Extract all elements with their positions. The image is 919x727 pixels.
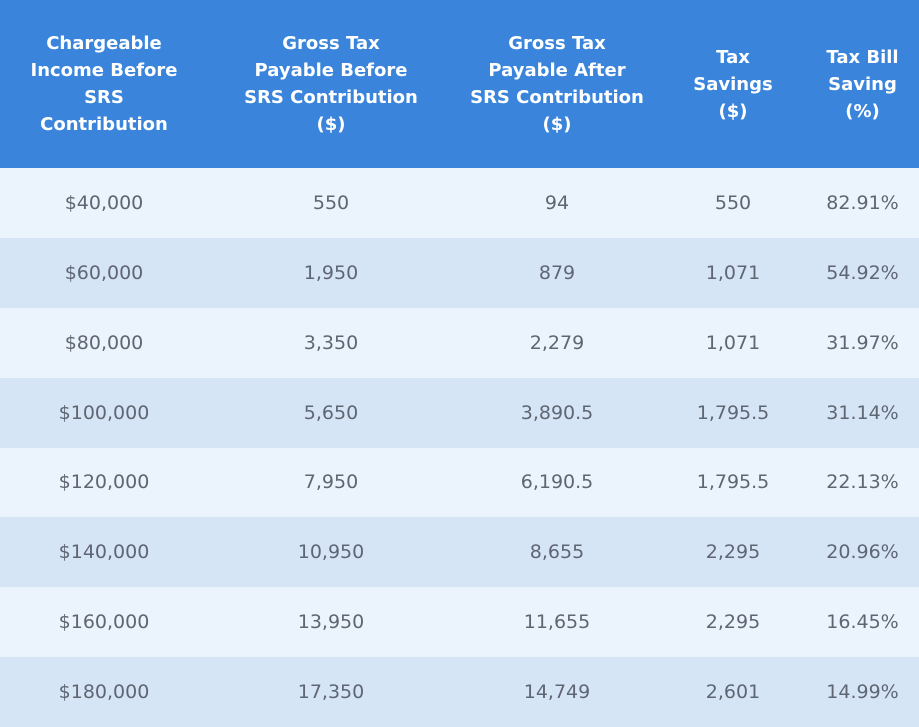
cell-chargeable-income: $160,000	[58, 611, 150, 634]
cell-tax-after-srs: 8,655	[529, 541, 585, 564]
table-row: $120,000 7,950 6,190.5 1,795.5 22.13%	[0, 447, 919, 518]
cell-tax-savings: 1,071	[705, 261, 761, 284]
cell-tax-bill-saving: 16.45%	[826, 611, 899, 634]
header-tax-bill-saving: Tax Bill Saving (%)	[806, 0, 919, 168]
cell-tax-after-srs: 94	[544, 191, 570, 214]
table-row: $40,000 550 94 550 82.91%	[0, 168, 919, 238]
cell-tax-before-srs: 13,950	[297, 611, 365, 634]
cell-tax-after-srs: 3,890.5	[520, 401, 594, 424]
cell-tax-before-srs: 550	[312, 191, 350, 214]
table-row: $80,000 3,350 2,279 1,071 31.97%	[0, 307, 919, 378]
table-row: $140,000 10,950 8,655 2,295 20.96%	[0, 517, 919, 588]
header-row: Chargeable Income Before SRS Contributio…	[0, 0, 919, 168]
cell-tax-bill-saving: 20.96%	[826, 541, 899, 564]
cell-tax-savings: 2,601	[705, 681, 761, 704]
cell-tax-savings: 2,295	[705, 611, 761, 634]
cell-tax-bill-saving: 31.97%	[826, 331, 899, 354]
cell-chargeable-income: $80,000	[64, 331, 144, 354]
cell-chargeable-income: $120,000	[58, 471, 150, 494]
cell-tax-savings: 1,795.5	[696, 471, 770, 494]
cell-tax-bill-saving: 31.14%	[826, 401, 899, 424]
header-tax-before-srs: Gross Tax Payable Before SRS Contributio…	[208, 0, 454, 168]
cell-tax-before-srs: 3,350	[303, 331, 359, 354]
cell-tax-bill-saving: 22.13%	[826, 471, 899, 494]
cell-tax-savings: 2,295	[705, 541, 761, 564]
cell-chargeable-income: $100,000	[58, 401, 150, 424]
cell-tax-savings: 1,071	[705, 331, 761, 354]
cell-tax-savings: 550	[714, 191, 752, 214]
cell-tax-before-srs: 1,950	[303, 261, 359, 284]
table-row: $100,000 5,650 3,890.5 1,795.5 31.14%	[0, 377, 919, 448]
header-chargeable-income: Chargeable Income Before SRS Contributio…	[0, 0, 208, 168]
table-row: $180,000 17,350 14,749 2,601 14.99%	[0, 657, 919, 727]
cell-tax-savings: 1,795.5	[696, 401, 770, 424]
cell-tax-after-srs: 6,190.5	[520, 471, 594, 494]
header-tax-savings: Tax Savings ($)	[660, 0, 806, 168]
header-tax-after-srs: Gross Tax Payable After SRS Contribution…	[454, 0, 660, 168]
cell-tax-bill-saving: 82.91%	[826, 191, 899, 214]
cell-chargeable-income: $40,000	[64, 191, 144, 214]
table-header: Chargeable Income Before SRS Contributio…	[0, 0, 919, 168]
cell-chargeable-income: $140,000	[58, 541, 150, 564]
cell-tax-before-srs: 5,650	[303, 401, 359, 424]
table-body: $40,000 550 94 550 82.91% $60,000 1,950 …	[0, 168, 919, 727]
cell-tax-before-srs: 10,950	[297, 541, 365, 564]
table-row: $60,000 1,950 879 1,071 54.92%	[0, 237, 919, 308]
cell-tax-after-srs: 14,749	[523, 681, 591, 704]
cell-tax-after-srs: 11,655	[523, 611, 591, 634]
cell-chargeable-income: $60,000	[64, 261, 144, 284]
cell-chargeable-income: $180,000	[58, 681, 150, 704]
cell-tax-bill-saving: 54.92%	[826, 261, 899, 284]
cell-tax-before-srs: 17,350	[297, 681, 365, 704]
cell-tax-before-srs: 7,950	[303, 471, 359, 494]
cell-tax-after-srs: 879	[538, 261, 576, 284]
table-row: $160,000 13,950 11,655 2,295 16.45%	[0, 587, 919, 658]
cell-tax-after-srs: 2,279	[529, 331, 585, 354]
cell-tax-bill-saving: 14.99%	[826, 681, 899, 704]
